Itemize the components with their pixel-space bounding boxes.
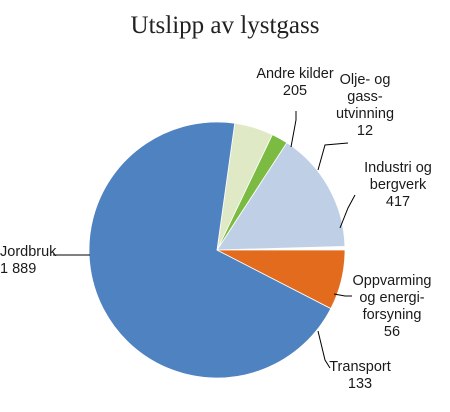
pie-slice-industri-og-bergverk <box>216 142 346 251</box>
slice-label-line: Oppvarming <box>353 273 432 289</box>
leader-line-olje-og-gassutvinning <box>317 142 349 171</box>
slice-label-line: Jordbruk <box>0 244 57 260</box>
slice-label-jordbruk: Jordbruk 1 889 <box>0 244 57 277</box>
leader-line-oppvarming-og-energiforsyning <box>333 293 352 297</box>
slice-label-transport: Transport 133 <box>329 359 391 392</box>
leader-line-andre-kilder <box>290 111 297 148</box>
pie-slice-andre-kilder <box>216 249 346 310</box>
slice-label-line: utvinning <box>336 106 394 122</box>
chart-title: Utslipp av lystgass <box>131 12 320 39</box>
slice-label-line: Industri og <box>364 160 432 176</box>
slice-label-line: og energi- <box>359 290 424 306</box>
slice-label-line: 205 <box>283 83 307 99</box>
slice-label-andre-kilder: Andre kilder 205 <box>256 66 334 99</box>
leader-line-transport <box>317 330 331 369</box>
slice-label-industri-og-bergverk: Industri og bergverk 417 <box>364 160 432 210</box>
slice-label-line: 133 <box>348 376 372 392</box>
leader-lines <box>53 111 356 369</box>
leader-line-industri-og-bergverk <box>339 194 356 229</box>
slice-label-line: Transport <box>329 359 391 375</box>
pie-slice-jordbruk <box>88 121 332 379</box>
slice-label-line: bergverk <box>370 177 427 193</box>
slice-label-line: Olje- og <box>340 72 391 88</box>
slice-label-oppvarming-og-energiforsyning: Oppvarming og energi-forsyning 56 <box>353 273 432 340</box>
slice-label-line: Andre kilder <box>256 66 334 82</box>
slice-label-line: 56 <box>384 324 400 340</box>
slice-label-line: forsyning <box>363 307 422 323</box>
slice-labels: Olje- og gass-utvinning 12 Industri og bergv… <box>0 66 432 392</box>
slice-label-line: gass- <box>347 89 383 105</box>
pie-slices <box>88 121 346 379</box>
slice-label-line: 12 <box>357 123 373 139</box>
slice-label-line: 1 889 <box>0 261 36 277</box>
slice-label-line: 417 <box>386 194 410 210</box>
slice-label-olje-og-gassutvinning: Olje- og gass-utvinning 12 <box>336 72 394 139</box>
